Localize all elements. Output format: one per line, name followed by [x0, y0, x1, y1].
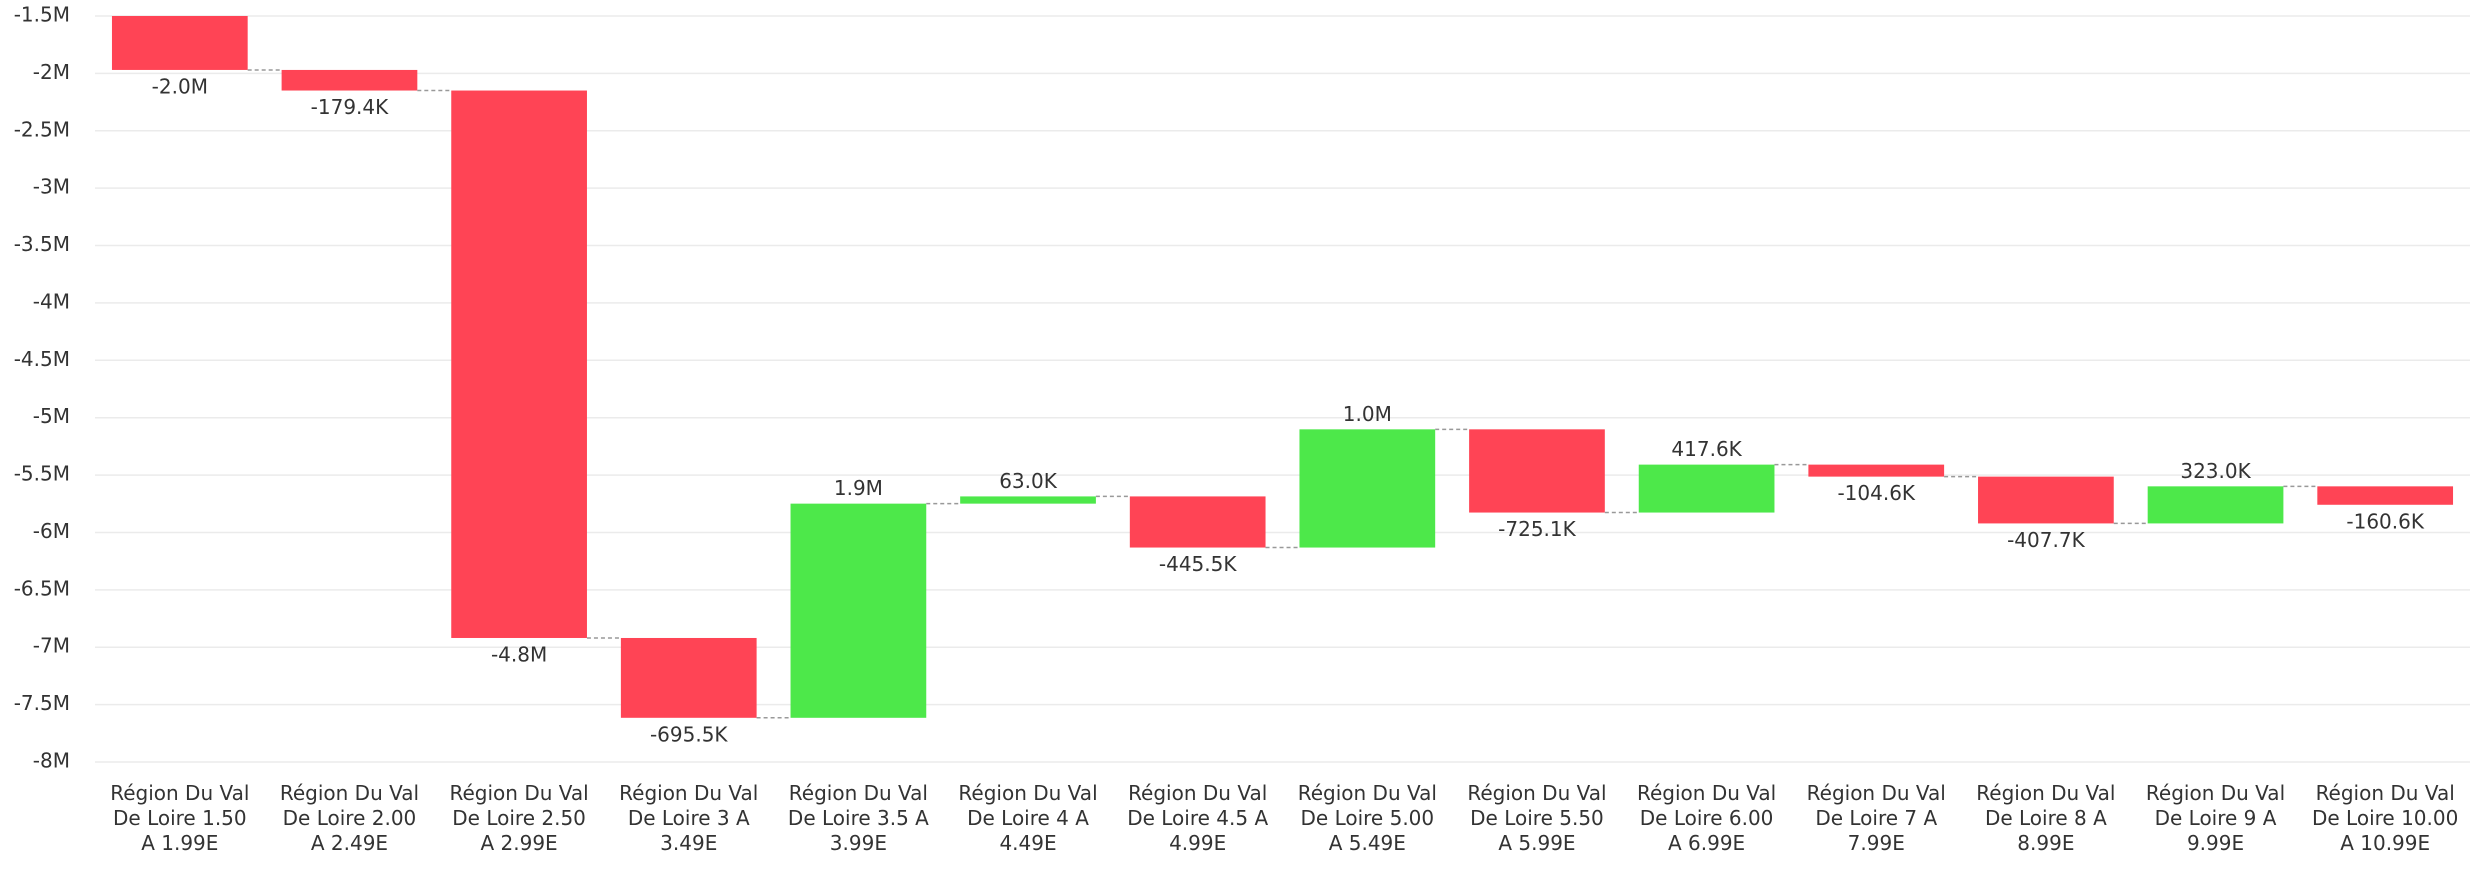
bar [2147, 486, 2284, 524]
value-label: 417.6K [1671, 437, 1742, 461]
y-tick-label: -3.5M [14, 232, 70, 256]
x-tick-label: Région Du Val De Loire 4.5 A 4.99E [1127, 781, 1268, 855]
bar [1299, 429, 1436, 548]
bar [1469, 429, 1605, 513]
y-tick-label: -7.5M [14, 691, 70, 715]
y-tick-label: -1.5M [14, 3, 70, 27]
y-tick-label: -7M [33, 634, 70, 658]
x-tick-label: Région Du Val De Loire 2.50 A 2.99E [450, 781, 589, 855]
bar [281, 69, 418, 91]
bar [111, 16, 248, 70]
bar [960, 496, 1096, 504]
value-label: -445.5K [1159, 552, 1237, 576]
x-tick-label: Région Du Val De Loire 6.00 A 6.99E [1637, 781, 1776, 855]
y-tick-label: -3M [33, 175, 70, 199]
y-tick-label: -2.5M [14, 117, 70, 141]
y-tick-label: -5.5M [14, 462, 70, 486]
x-tick-label: Région Du Val De Loire 7 A 7.99E [1807, 781, 1946, 855]
x-tick-label: Région Du Val De Loire 3 A 3.49E [619, 781, 758, 855]
value-label: -179.4K [311, 95, 389, 119]
x-tick-label: Région Du Val De Loire 2.00 A 2.49E [280, 781, 419, 855]
x-tick-label: Région Du Val De Loire 9 A 9.99E [2146, 781, 2285, 855]
value-label: 63.0K [999, 469, 1058, 493]
y-tick-label: -4.5M [14, 347, 70, 371]
y-tick-label: -5M [33, 404, 70, 428]
y-tick-label: -6.5M [14, 576, 70, 600]
value-label: -2.0M [152, 74, 208, 98]
bar [1808, 464, 1945, 477]
bar [1978, 476, 2114, 524]
x-tick-label: Région Du Val De Loire 5.50 A 5.99E [1467, 781, 1606, 855]
bar [1638, 464, 1775, 513]
x-tick-label: Région Du Val De Loire 5.00 A 5.49E [1298, 781, 1437, 855]
x-tick-label: Région Du Val De Loire 8 A 8.99E [1976, 781, 2115, 855]
x-tick-label: Région Du Val De Loire 3.5 A 3.99E [788, 781, 929, 855]
value-label: -407.7K [2007, 528, 2085, 552]
value-label: -4.8M [491, 642, 547, 666]
bar [790, 503, 927, 718]
x-tick-label: Région Du Val De Loire 10.00 A 10.99E [2312, 781, 2458, 855]
value-label: -725.1K [1498, 517, 1576, 541]
value-label: 1.9M [834, 476, 883, 500]
value-label: 323.0K [2180, 459, 2251, 483]
bar [451, 90, 587, 638]
value-label: 1.0M [1343, 402, 1392, 426]
x-tick-label: Région Du Val De Loire 1.50 A 1.99E [110, 781, 249, 855]
bar [2317, 486, 2454, 505]
y-tick-label: -4M [33, 289, 70, 313]
bar [1129, 496, 1266, 548]
x-tick-label: Région Du Val De Loire 4 A 4.49E [958, 781, 1097, 855]
y-tick-label: -2M [33, 60, 70, 84]
plot-area [111, 16, 2454, 719]
y-tick-label: -6M [33, 519, 70, 543]
value-label: -104.6K [1837, 481, 1915, 505]
y-tick-label: -8M [33, 749, 70, 773]
value-label: -695.5K [650, 722, 728, 746]
bar [620, 637, 757, 718]
value-label: -160.6K [2346, 509, 2424, 533]
